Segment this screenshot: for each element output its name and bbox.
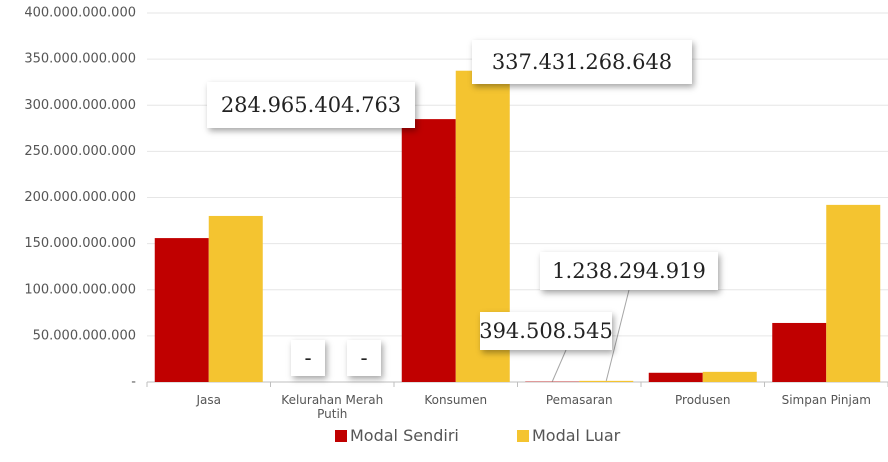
x-tick-label: Pemasaran (545, 393, 613, 407)
bar (772, 322, 827, 382)
y-tick-label: 250.000.000.000 (24, 144, 136, 159)
legend-item: Modal Sendiri (335, 426, 459, 445)
data-label: 284.965.404.763 (207, 82, 415, 128)
data-label: - (347, 340, 381, 376)
legend-item: Modal Luar (517, 426, 620, 445)
y-tick-label: 150.000.000.000 (24, 236, 136, 251)
y-tick-label: - (131, 375, 136, 390)
leader-line (605, 289, 630, 381)
leader-line (551, 349, 567, 382)
y-tick-label: 300.000.000.000 (24, 98, 136, 113)
bar (401, 119, 456, 382)
bar (826, 204, 881, 382)
x-tick-label: Jasa (196, 393, 222, 407)
bar (208, 215, 263, 382)
x-tick-label: Simpan Pinjam (781, 393, 871, 407)
y-tick-label: 200.000.000.000 (24, 190, 136, 205)
bar (702, 371, 757, 382)
x-tick-label: Konsumen (424, 393, 488, 407)
data-label: 394.508.545 (479, 312, 613, 350)
y-tick-label: 50.000.000.000 (33, 328, 136, 343)
legend-swatch (335, 429, 347, 442)
x-tick-label: Produsen (675, 393, 731, 407)
data-label: 1.238.294.919 (540, 252, 718, 290)
legend-label: Modal Sendiri (350, 426, 459, 445)
x-tick-label: Kelurahan Merah Putih (281, 393, 384, 421)
data-label: 337.431.268.648 (472, 40, 692, 84)
bar (579, 380, 634, 382)
bar (154, 238, 209, 382)
data-label: - (291, 340, 325, 376)
legend-swatch (517, 429, 529, 442)
y-tick-label: 400.000.000.000 (24, 6, 136, 21)
y-tick-label: 350.000.000.000 (24, 52, 136, 67)
bar (648, 372, 703, 382)
legend-label: Modal Luar (532, 426, 621, 445)
y-tick-label: 100.000.000.000 (24, 282, 136, 297)
